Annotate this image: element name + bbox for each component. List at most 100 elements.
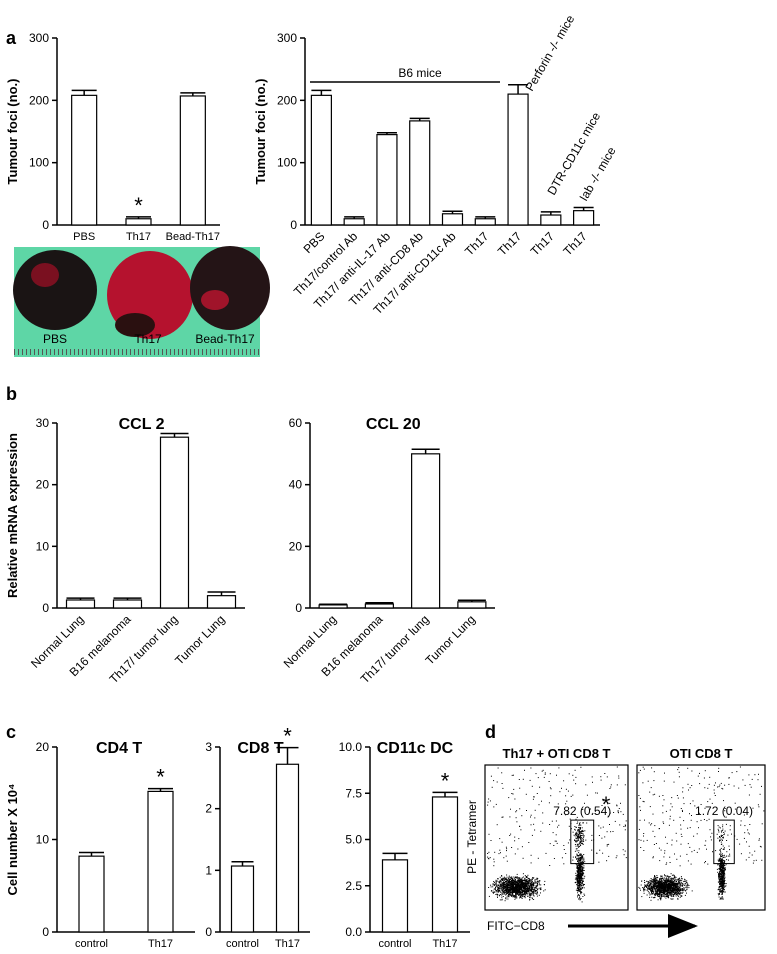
event-dot bbox=[535, 882, 536, 883]
event-dot bbox=[505, 898, 506, 899]
event-dot bbox=[652, 893, 653, 894]
event-dot bbox=[501, 875, 502, 876]
event-dot bbox=[582, 888, 583, 889]
event-dot bbox=[690, 803, 691, 804]
x-tick-label: PBS bbox=[73, 231, 95, 243]
event-dot bbox=[522, 892, 523, 893]
event-dot bbox=[746, 841, 747, 842]
significance-marker: * bbox=[156, 765, 165, 790]
event-dot bbox=[761, 786, 762, 787]
event-dot bbox=[496, 880, 497, 881]
event-dot bbox=[680, 817, 681, 818]
event-dot bbox=[669, 857, 670, 858]
event-dot bbox=[680, 884, 681, 885]
event-dot bbox=[671, 899, 672, 900]
event-dot bbox=[718, 771, 719, 772]
event-dot bbox=[500, 888, 501, 889]
event-dot bbox=[506, 847, 507, 848]
event-dot bbox=[667, 843, 668, 844]
event-dot bbox=[575, 835, 576, 836]
event-dot bbox=[653, 883, 654, 884]
event-dot bbox=[518, 894, 519, 895]
event-dot bbox=[657, 887, 658, 888]
event-dot bbox=[731, 834, 732, 835]
event-dot bbox=[541, 889, 542, 890]
event-dot bbox=[580, 880, 581, 881]
event-dot bbox=[545, 774, 546, 775]
event-dot bbox=[672, 892, 673, 893]
event-dot bbox=[649, 892, 650, 893]
event-dot bbox=[646, 881, 647, 882]
event-dot bbox=[493, 891, 494, 892]
event-dot bbox=[720, 853, 721, 854]
event-dot bbox=[536, 893, 537, 894]
event-dot bbox=[704, 819, 705, 820]
event-dot bbox=[639, 829, 640, 830]
event-dot bbox=[583, 841, 584, 842]
event-dot bbox=[581, 840, 582, 841]
event-dot bbox=[723, 868, 724, 869]
event-dot bbox=[705, 840, 706, 841]
event-dot bbox=[507, 899, 508, 900]
event-dot bbox=[678, 893, 679, 894]
event-dot bbox=[662, 884, 663, 885]
event-dot bbox=[542, 823, 543, 824]
event-dot bbox=[577, 844, 578, 845]
event-dot bbox=[537, 892, 538, 893]
event-dot bbox=[520, 893, 521, 894]
flow-plot: 7.82 (0.54)Th17 + OTI CD8 T bbox=[485, 746, 628, 910]
event-dot bbox=[677, 888, 678, 889]
photo-label: Bead-Th17 bbox=[195, 332, 255, 346]
bar bbox=[277, 764, 299, 932]
event-dot bbox=[497, 890, 498, 891]
event-dot bbox=[512, 881, 513, 882]
photo-label: PBS bbox=[43, 332, 67, 346]
event-dot bbox=[652, 857, 653, 858]
event-dot bbox=[714, 790, 715, 791]
event-dot bbox=[584, 870, 585, 871]
event-dot bbox=[579, 887, 580, 888]
event-dot bbox=[722, 873, 723, 874]
bar bbox=[377, 135, 397, 225]
bar bbox=[72, 95, 97, 225]
event-dot bbox=[671, 873, 672, 874]
event-dot bbox=[722, 826, 723, 827]
event-dot bbox=[723, 878, 724, 879]
event-dot bbox=[517, 883, 518, 884]
event-dot bbox=[535, 890, 536, 891]
event-dot bbox=[718, 860, 719, 861]
event-dot bbox=[659, 886, 660, 887]
event-dot bbox=[623, 826, 624, 827]
event-dot bbox=[729, 856, 730, 857]
event-dot bbox=[523, 894, 524, 895]
event-dot bbox=[488, 802, 489, 803]
event-dot bbox=[606, 860, 607, 861]
event-dot bbox=[668, 876, 669, 877]
event-dot bbox=[574, 839, 575, 840]
event-dot bbox=[494, 885, 495, 886]
event-dot bbox=[520, 879, 521, 880]
event-dot bbox=[581, 877, 582, 878]
chart-title: CCL 20 bbox=[366, 416, 421, 433]
event-dot bbox=[515, 896, 516, 897]
event-dot bbox=[647, 890, 648, 891]
event-dot bbox=[580, 869, 581, 870]
event-dot bbox=[651, 787, 652, 788]
event-dot bbox=[580, 827, 581, 828]
event-dot bbox=[488, 799, 489, 800]
event-dot bbox=[721, 836, 722, 837]
event-dot bbox=[578, 839, 579, 840]
event-dot bbox=[673, 887, 674, 888]
chart-title: CD11c DC bbox=[377, 740, 454, 757]
event-dot bbox=[685, 887, 686, 888]
bar bbox=[161, 437, 189, 608]
event-dot bbox=[581, 892, 582, 893]
event-dot bbox=[502, 880, 503, 881]
event-dot bbox=[581, 859, 582, 860]
event-dot bbox=[725, 885, 726, 886]
event-dot bbox=[759, 840, 760, 841]
event-dot bbox=[711, 839, 712, 840]
event-dot bbox=[651, 823, 652, 824]
event-dot bbox=[499, 895, 500, 896]
event-dot bbox=[581, 871, 582, 872]
